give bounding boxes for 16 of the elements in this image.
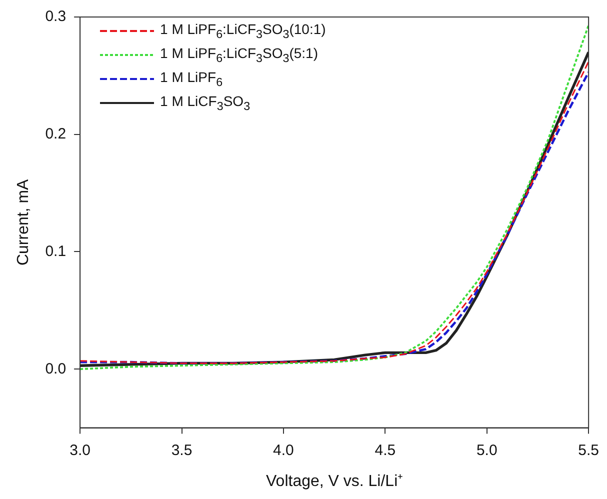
y-tick-label: 0.1 [45,242,66,260]
y-tick-label: 0.0 [45,360,66,378]
legend-label: 1 M LiPF$_{6}$ [160,69,223,89]
y-axis-title: Current, mA [15,178,32,266]
x-tick-label: 3.0 [70,442,90,459]
x-axis-title: Voltage, V vs. Li/Li⁺ [266,472,403,490]
legend-label: 1 M LiPF$_{6}$:LiCF$_{3}$SO$_{3}$(5:1) [160,45,318,65]
x-tick-label: 4.5 [374,442,396,459]
y-tick-label: 0.3 [45,8,66,26]
x-tick-label: 3.5 [171,442,192,459]
legend-label: 1 M LiCF$_{3}$SO$_{3}$ [160,93,250,113]
x-tick-label: 5.0 [476,442,498,459]
y-tick-label: 0.2 [45,126,66,143]
x-tick-label: 4.0 [273,442,294,459]
legend-label: 1 M LiPF$_{6}$:LiCF$_{3}$SO$_{3}$(10:1) [160,21,326,41]
x-tick-label: 5.5 [578,442,600,459]
